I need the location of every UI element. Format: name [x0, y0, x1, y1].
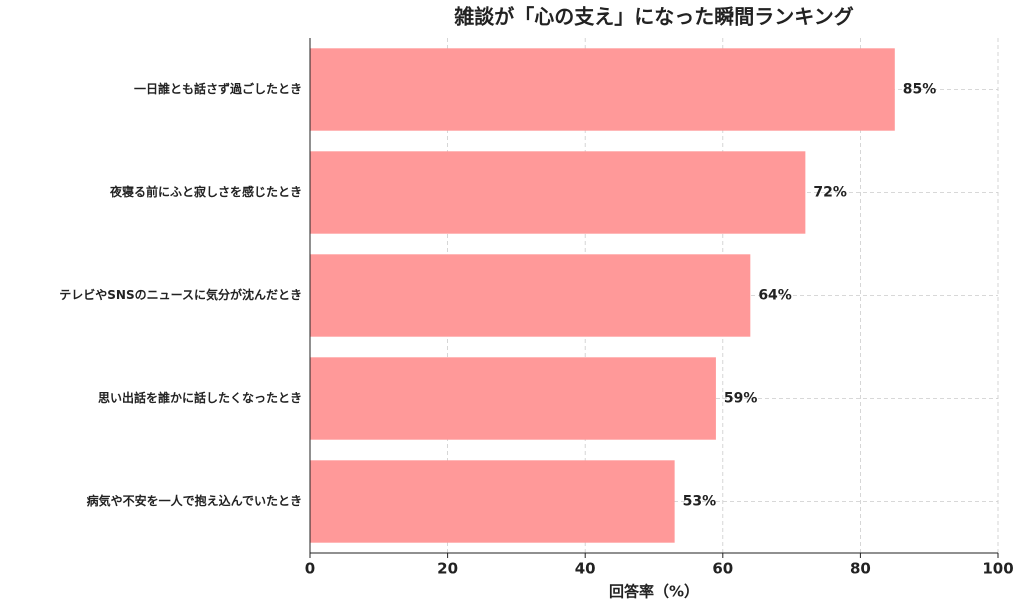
value-label: 53%	[683, 494, 717, 510]
y-tick-label: 思い出話を誰かに話したくなったとき	[98, 390, 302, 405]
x-tick-label: 20	[437, 560, 458, 578]
value-label: 72%	[813, 185, 847, 201]
x-tick-label: 100	[982, 560, 1013, 578]
x-tick-label: 40	[575, 560, 596, 578]
x-axis-label: 回答率（%）	[609, 583, 699, 601]
bar	[310, 460, 675, 543]
bar	[310, 254, 751, 337]
y-tick-label: 夜寝る前にふと寂しさを感じたとき	[109, 184, 302, 199]
y-tick-label: 一日誰とも話さず過ごしたとき	[134, 81, 302, 96]
value-label: 59%	[724, 391, 758, 407]
x-tick-label: 0	[305, 560, 315, 578]
x-tick-label: 80	[850, 560, 871, 578]
chart-title: 雑談が「心の支え」になった瞬間ランキング	[453, 5, 853, 29]
bar	[310, 151, 806, 234]
value-label: 64%	[758, 288, 792, 304]
x-tick-label: 60	[712, 560, 733, 578]
bar	[310, 48, 895, 131]
bar	[310, 357, 716, 440]
value-label: 85%	[903, 82, 937, 98]
y-tick-label: 病気や不安を一人で抱え込んでいたとき	[87, 493, 302, 508]
y-tick-label: テレビやSNSのニュースに気分が沈んだとき	[59, 287, 302, 302]
